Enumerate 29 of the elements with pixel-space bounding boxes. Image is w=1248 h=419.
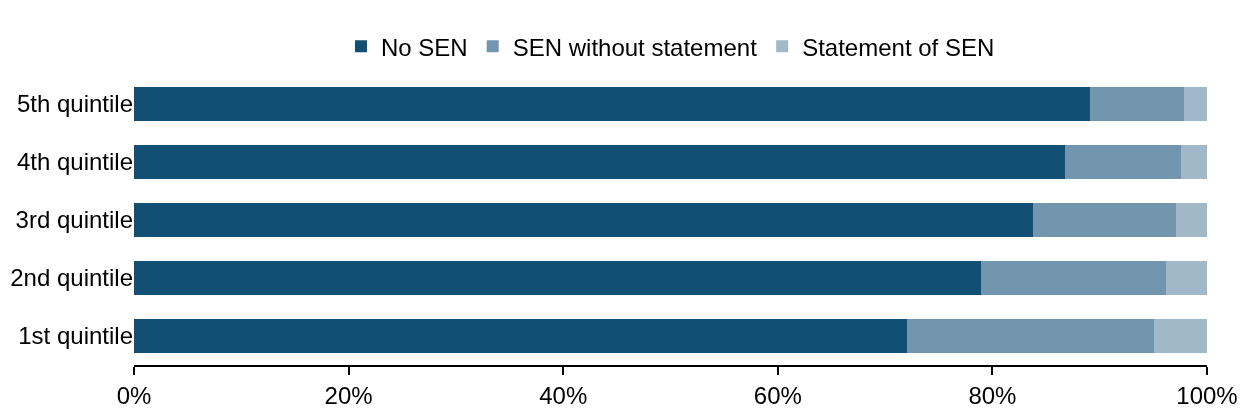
y-tick-label: 5th quintile: [16, 90, 133, 118]
bar: [1184, 87, 1207, 121]
bar: [1033, 203, 1176, 237]
bar: [1181, 145, 1207, 179]
x-tick-label: 60%: [753, 381, 802, 409]
x-tick-label: 20%: [324, 381, 373, 409]
bar: [134, 203, 1034, 237]
bar: [134, 319, 907, 353]
x-tick-label: 80%: [968, 381, 1017, 409]
legend-label: Statement of SEN: [802, 33, 995, 61]
bar: [1090, 87, 1185, 121]
bar: [1065, 145, 1182, 179]
bar: [980, 261, 1167, 295]
bar: [134, 87, 1091, 121]
legend-label: SEN without statement: [512, 33, 758, 61]
x-tick-label: 100%: [1176, 381, 1238, 409]
legend-label: No SEN: [381, 33, 468, 61]
bar: [1166, 261, 1207, 295]
bar: [906, 319, 1155, 353]
y-tick-label: 1st quintile: [18, 322, 133, 350]
y-tick-label: 4th quintile: [16, 148, 133, 176]
bar: [1175, 203, 1207, 237]
x-tick-label: 0%: [116, 381, 152, 409]
y-tick-label: 3rd quintile: [15, 206, 133, 234]
bar: [134, 261, 981, 295]
bar: [1154, 319, 1207, 353]
y-tick-label: 2nd quintile: [10, 264, 133, 292]
x-tick-label: 40%: [539, 381, 588, 409]
bar: [134, 145, 1066, 179]
